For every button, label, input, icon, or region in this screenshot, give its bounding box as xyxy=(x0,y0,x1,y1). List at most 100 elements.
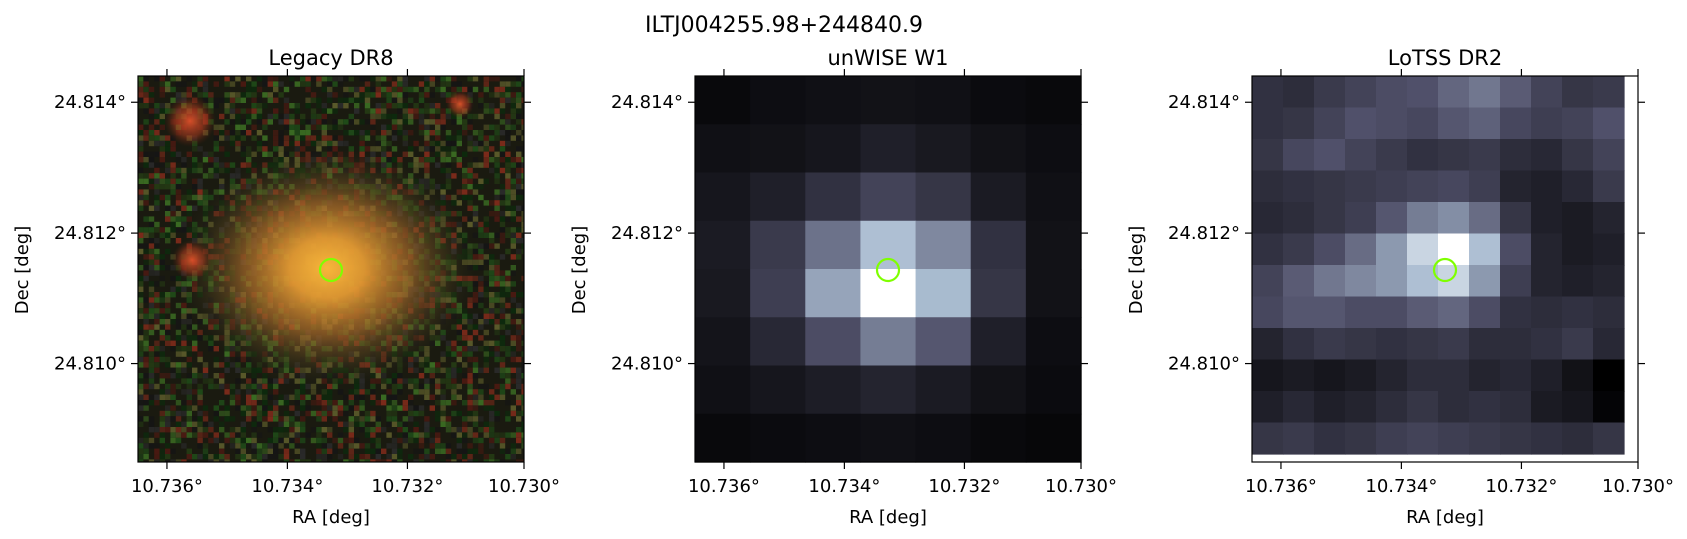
image-pixel xyxy=(860,76,917,125)
image-pixel xyxy=(499,238,506,244)
image-pixel xyxy=(494,178,500,184)
image-pixel xyxy=(424,356,430,363)
image-pixel xyxy=(165,324,171,330)
image-pixel xyxy=(246,389,252,395)
image-pixel xyxy=(224,437,230,444)
image-pixel xyxy=(202,448,209,454)
image-pixel xyxy=(154,356,160,363)
image-pixel xyxy=(386,86,392,93)
image-pixel xyxy=(154,259,160,265)
image-pixel xyxy=(273,146,279,152)
image-pixel xyxy=(467,459,473,462)
image-pixel xyxy=(413,389,419,395)
image-pixel xyxy=(429,443,435,449)
image-pixel xyxy=(440,459,446,462)
image-pixel xyxy=(316,81,322,87)
image-pixel xyxy=(273,108,279,114)
image-pixel xyxy=(229,427,236,433)
image-pixel xyxy=(300,400,306,406)
image-pixel xyxy=(483,259,489,265)
image-pixel xyxy=(138,140,144,147)
image-pixel xyxy=(310,140,317,147)
image-pixel xyxy=(192,81,198,87)
image-pixel xyxy=(175,194,182,201)
image-pixel xyxy=(159,432,165,438)
image-pixel xyxy=(381,92,387,98)
image-pixel xyxy=(246,81,252,87)
image-pixel xyxy=(289,113,295,120)
image-pixel xyxy=(278,119,284,125)
image-pixel xyxy=(1283,328,1315,361)
image-pixel xyxy=(478,232,484,238)
image-pixel xyxy=(494,135,500,141)
image-pixel xyxy=(154,76,160,82)
image-pixel xyxy=(354,443,360,449)
image-pixel xyxy=(143,232,149,238)
image-pixel xyxy=(478,146,484,152)
image-pixel xyxy=(165,205,171,211)
image-pixel xyxy=(143,227,149,233)
image-pixel xyxy=(418,113,425,120)
image-pixel xyxy=(321,405,327,411)
image-pixel xyxy=(467,119,473,125)
image-pixel xyxy=(440,167,446,174)
image-pixel xyxy=(424,162,430,168)
image-pixel xyxy=(224,410,230,417)
image-pixel xyxy=(435,437,441,444)
image-pixel xyxy=(267,81,273,87)
image-pixel xyxy=(440,140,446,147)
image-pixel xyxy=(483,157,489,163)
image-pixel xyxy=(305,432,311,438)
image-pixel xyxy=(251,437,257,444)
image-pixel xyxy=(494,410,500,417)
image-pixel xyxy=(159,124,165,130)
image-pixel xyxy=(516,189,522,195)
image-pixel xyxy=(332,437,338,444)
image-pixel xyxy=(451,427,457,433)
image-pixel xyxy=(213,124,219,130)
image-pixel xyxy=(138,92,144,98)
image-pixel xyxy=(154,140,160,147)
image-pixel xyxy=(246,383,252,390)
image-pixel xyxy=(148,124,155,130)
image-pixel xyxy=(181,227,187,233)
image-pixel xyxy=(451,200,457,206)
image-pixel xyxy=(429,454,435,460)
image-pixel xyxy=(435,184,441,190)
image-pixel xyxy=(186,76,192,82)
image-pixel xyxy=(505,189,511,195)
image-pixel xyxy=(860,220,917,270)
image-pixel xyxy=(343,437,349,444)
image-pixel xyxy=(283,135,290,141)
image-pixel xyxy=(510,108,516,114)
image-pixel xyxy=(424,389,430,395)
image-pixel xyxy=(256,103,263,109)
image-pixel xyxy=(483,81,489,87)
image-pixel xyxy=(165,167,171,174)
image-pixel xyxy=(235,124,241,130)
image-pixel xyxy=(445,135,452,141)
image-pixel xyxy=(240,383,246,390)
image-pixel xyxy=(148,281,155,287)
image-pixel xyxy=(510,319,516,325)
image-pixel xyxy=(805,413,862,463)
red-source xyxy=(164,95,216,147)
image-pixel xyxy=(138,86,144,93)
image-pixel xyxy=(499,297,506,303)
image-pixel xyxy=(273,443,279,449)
image-pixel xyxy=(494,324,500,330)
image-pixel xyxy=(267,416,273,422)
image-pixel xyxy=(354,389,360,395)
image-pixel xyxy=(1562,328,1594,361)
image-pixel xyxy=(186,205,192,211)
image-pixel xyxy=(510,335,516,341)
image-pixel xyxy=(489,265,495,271)
image-pixel xyxy=(456,135,462,141)
image-pixel xyxy=(229,140,236,147)
image-pixel xyxy=(1562,139,1594,172)
image-pixel xyxy=(229,113,236,120)
image-pixel xyxy=(375,443,381,449)
image-pixel xyxy=(154,324,160,330)
image-pixel xyxy=(305,394,311,400)
image-pixel xyxy=(321,400,327,406)
